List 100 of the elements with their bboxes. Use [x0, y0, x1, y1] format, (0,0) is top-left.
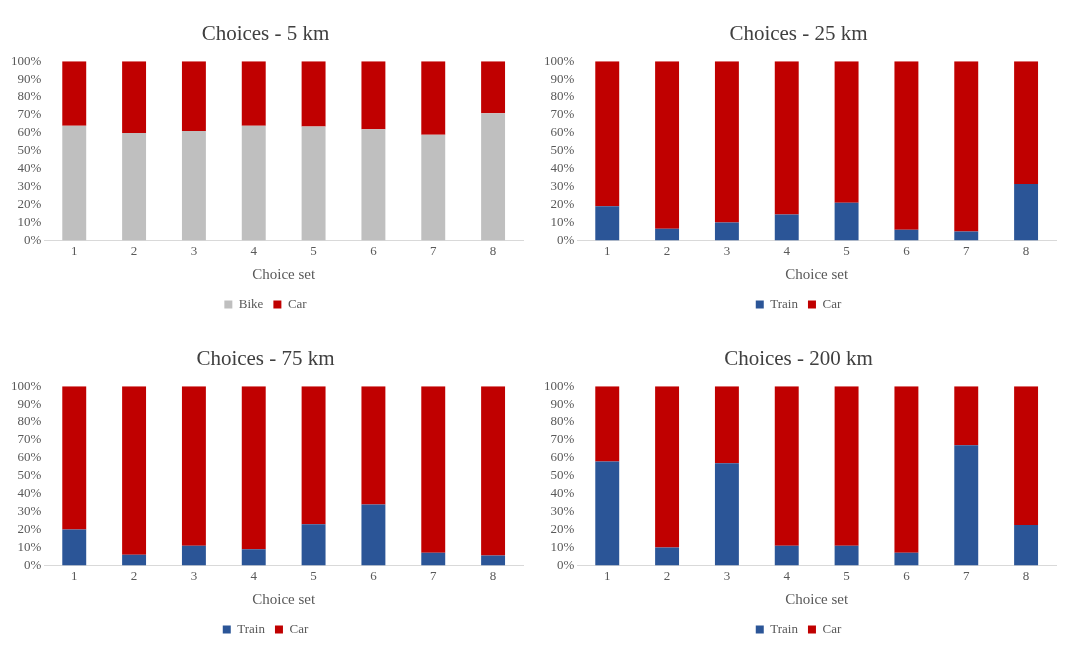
y-tick-label: 70%	[550, 106, 575, 122]
bar	[894, 229, 919, 241]
x-tick-label: 4	[250, 242, 258, 258]
y-tick-label: 90%	[550, 70, 575, 86]
y-tick-label: 60%	[550, 124, 575, 140]
bar	[894, 61, 919, 230]
y-tick-label: 60%	[17, 449, 42, 465]
bar	[361, 129, 386, 241]
y-tick-label: 70%	[17, 431, 42, 447]
bar	[655, 386, 680, 548]
legend-label: Train	[770, 295, 799, 311]
y-tick-label: 20%	[550, 195, 575, 211]
bar	[361, 504, 386, 566]
x-tick-label: 5	[843, 242, 850, 258]
y-tick-label: 100%	[10, 377, 42, 393]
bar	[1014, 183, 1039, 241]
bar	[62, 125, 87, 241]
x-tick-label: 2	[130, 567, 138, 583]
x-tick-label: 4	[783, 242, 791, 258]
bar	[774, 545, 799, 566]
y-tick-label: 100%	[543, 377, 575, 393]
x-axis-title: Choice set	[252, 265, 316, 282]
x-tick-label: 4	[250, 567, 258, 583]
bar	[954, 61, 979, 232]
y-tick-label: 0%	[23, 231, 42, 247]
y-tick-label: 20%	[17, 195, 42, 211]
bar	[954, 445, 979, 566]
bar	[62, 61, 87, 126]
chart-title: Choices - 75 km	[196, 346, 335, 371]
x-tick-label: 3	[723, 242, 731, 258]
y-tick-label: 60%	[17, 124, 42, 140]
x-tick-label: 7	[430, 567, 437, 583]
bar	[655, 228, 680, 241]
bar	[241, 61, 266, 126]
x-axis-title: Choice set	[785, 590, 849, 607]
bar	[595, 206, 620, 241]
bar	[714, 61, 739, 223]
bar	[481, 555, 506, 566]
bar	[954, 231, 979, 241]
bar	[181, 386, 206, 546]
bar	[1014, 525, 1039, 566]
bar	[301, 524, 326, 566]
bar	[241, 386, 266, 550]
x-tick-label: 7	[963, 242, 970, 258]
bar	[1014, 386, 1039, 526]
x-tick-label: 4	[783, 567, 791, 583]
legend-label: Train	[770, 620, 799, 636]
y-tick-label: 10%	[550, 213, 575, 229]
y-tick-label: 80%	[17, 88, 42, 104]
legend-label: Car	[822, 620, 842, 636]
x-tick-label: 3	[190, 567, 198, 583]
bar	[655, 547, 680, 566]
y-tick-label: 80%	[550, 413, 575, 429]
bar	[181, 61, 206, 132]
bar	[122, 554, 147, 566]
y-tick-label: 80%	[17, 413, 42, 429]
x-axis-title: Choice set	[252, 590, 316, 607]
y-tick-label: 100%	[10, 52, 42, 68]
bar	[122, 61, 147, 133]
legend-label: Car	[287, 295, 308, 311]
x-tick-label: 3	[190, 242, 198, 258]
y-tick-label: 50%	[550, 467, 575, 483]
bar	[361, 61, 386, 130]
x-tick-label: 2	[663, 567, 671, 583]
legend-label: Car	[822, 295, 842, 311]
y-tick-label: 40%	[17, 160, 42, 176]
bar	[714, 386, 739, 464]
bar	[421, 61, 446, 135]
y-tick-label: 40%	[17, 485, 42, 501]
y-tick-label: 20%	[550, 520, 575, 536]
bar	[62, 529, 87, 566]
bar	[241, 549, 266, 566]
bar	[122, 386, 147, 555]
bar	[122, 132, 147, 241]
y-tick-label: 90%	[17, 70, 42, 86]
y-tick-label: 70%	[17, 106, 42, 122]
y-tick-label: 10%	[550, 538, 575, 554]
bar	[301, 126, 326, 241]
bar	[894, 552, 919, 566]
y-tick-label: 30%	[17, 178, 42, 194]
y-tick-label: 40%	[550, 485, 575, 501]
x-tick-label: 8	[489, 242, 497, 258]
x-tick-label: 8	[489, 567, 497, 583]
bar	[595, 461, 620, 566]
chart-title: Choices - 5 km	[201, 21, 330, 46]
bar	[481, 386, 506, 556]
x-tick-label: 8	[1022, 567, 1030, 583]
y-tick-label: 80%	[550, 88, 575, 104]
y-tick-label: 90%	[17, 395, 42, 411]
x-tick-label: 8	[1022, 242, 1030, 258]
legend-label: Bike	[238, 295, 264, 311]
bar	[481, 61, 506, 114]
y-tick-label: 50%	[17, 142, 42, 158]
y-tick-label: 10%	[17, 538, 42, 554]
bar	[834, 545, 859, 566]
y-tick-label: 0%	[23, 556, 42, 572]
y-tick-label: 90%	[550, 395, 575, 411]
x-tick-label: 2	[663, 242, 671, 258]
y-tick-label: 10%	[17, 213, 42, 229]
bar	[62, 386, 87, 530]
